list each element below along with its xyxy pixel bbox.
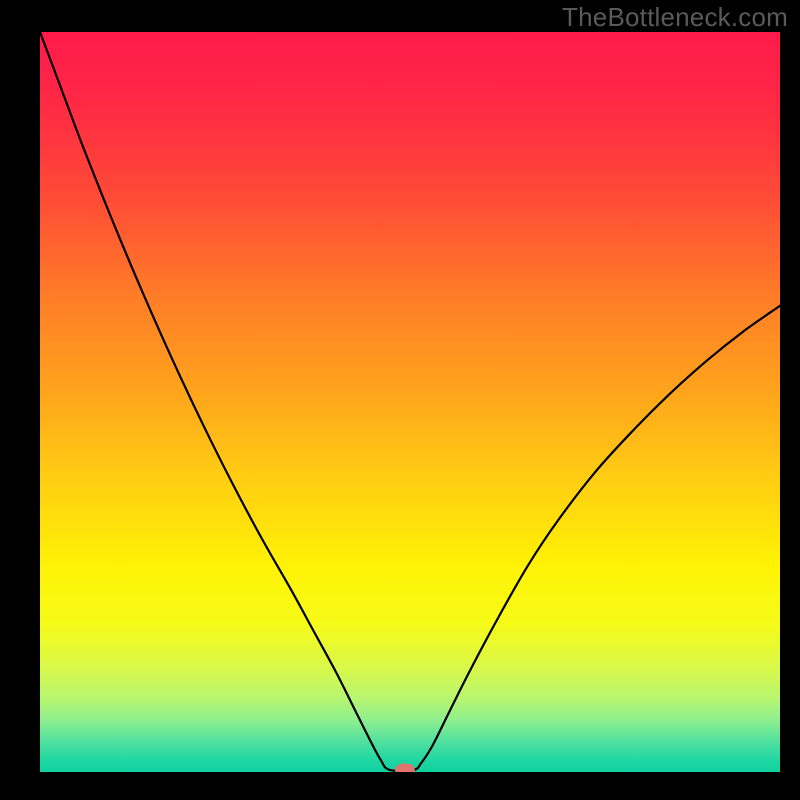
watermark-text: TheBottleneck.com xyxy=(562,2,788,33)
gradient-background xyxy=(40,32,780,772)
plot-svg xyxy=(40,32,780,772)
chart-root: TheBottleneck.com xyxy=(0,0,800,800)
plot-area xyxy=(40,32,780,772)
